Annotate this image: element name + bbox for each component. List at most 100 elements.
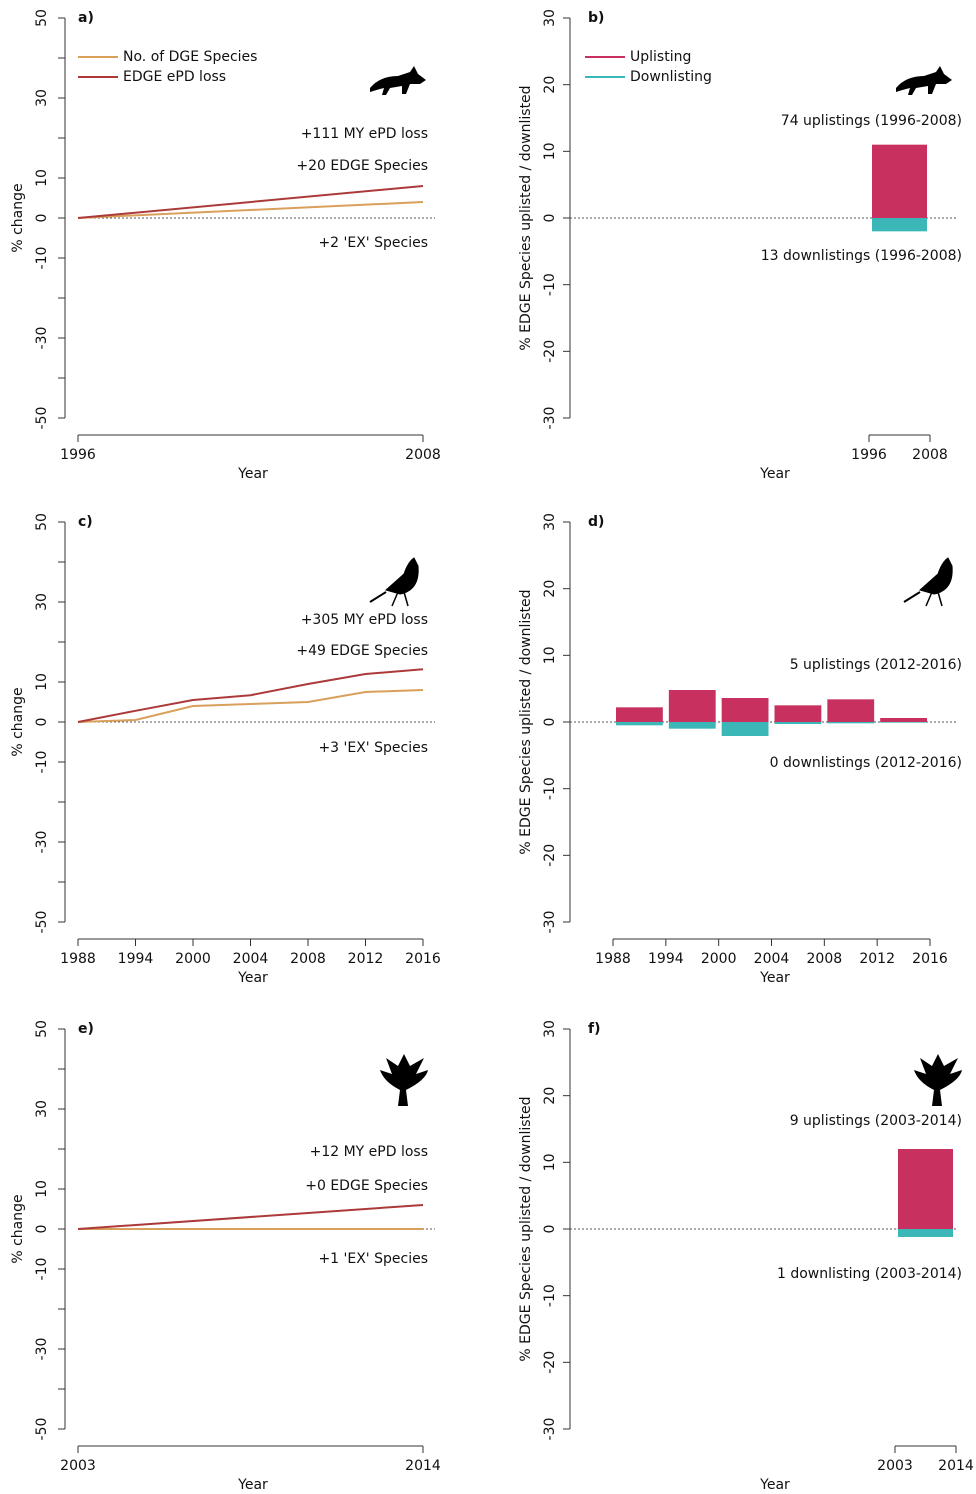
y-tick-label: 10 bbox=[542, 1153, 558, 1171]
annotation: +2 'EX' Species bbox=[318, 235, 428, 251]
y-tick-label: 0 bbox=[542, 1225, 558, 1234]
panel-label: c) bbox=[78, 514, 93, 530]
bar bbox=[721, 722, 769, 736]
annotation: +12 MY ePD loss bbox=[310, 1144, 428, 1160]
y-tick-label: 50 bbox=[34, 9, 50, 27]
y-tick-label: 10 bbox=[542, 142, 558, 160]
y-tick-label: 30 bbox=[34, 1100, 50, 1118]
x-tick-label: 2014 bbox=[405, 1458, 441, 1474]
y-tick-label: 30 bbox=[34, 89, 50, 107]
y-tick-label: 30 bbox=[542, 513, 558, 531]
legend-label: Uplisting bbox=[630, 49, 691, 65]
y-tick-label: -30 bbox=[34, 1338, 50, 1361]
y-tick-label: 30 bbox=[542, 1020, 558, 1038]
legend-label: EDGE ePD loss bbox=[123, 69, 226, 85]
y-axis-label: % EDGE Species uplisted / downlisted bbox=[518, 85, 534, 350]
y-tick-label: 50 bbox=[34, 1020, 50, 1038]
y-tick-label: -20 bbox=[542, 340, 558, 363]
annotation: +3 'EX' Species bbox=[318, 740, 428, 756]
y-tick-label: -50 bbox=[34, 911, 50, 934]
panel-label: d) bbox=[588, 514, 604, 530]
annotation: +305 MY ePD loss bbox=[301, 612, 428, 628]
y-tick-label: -10 bbox=[34, 247, 50, 270]
x-axis-label: Year bbox=[237, 466, 268, 482]
x-tick-label: 2000 bbox=[175, 951, 211, 967]
annotation: 1 downlisting (2003-2014) bbox=[777, 1266, 962, 1282]
y-tick-label: -50 bbox=[34, 407, 50, 430]
series-line bbox=[77, 201, 424, 219]
y-tick-label: 10 bbox=[542, 646, 558, 664]
annotation: 5 uplistings (2012-2016) bbox=[790, 657, 962, 673]
y-axis-label: % EDGE Species uplisted / downlisted bbox=[518, 589, 534, 854]
bar bbox=[616, 722, 663, 726]
series-line bbox=[77, 1204, 424, 1230]
y-tick-label: -20 bbox=[542, 844, 558, 867]
y-tick-label: 0 bbox=[34, 1225, 50, 1234]
y-tick-label: 10 bbox=[34, 1180, 50, 1198]
fox-icon bbox=[370, 66, 952, 95]
palm-icon bbox=[380, 1054, 962, 1106]
x-axis-label: Year bbox=[759, 466, 790, 482]
bar bbox=[898, 1229, 953, 1237]
y-tick-label: -10 bbox=[542, 1284, 558, 1307]
y-tick-label: -50 bbox=[34, 1418, 50, 1441]
x-axis-label: Year bbox=[237, 970, 268, 986]
y-tick-label: -10 bbox=[34, 751, 50, 774]
y-axis-label: % change bbox=[10, 183, 26, 252]
bird-icon bbox=[369, 557, 953, 607]
x-tick-label: 1988 bbox=[60, 951, 96, 967]
annotation: +20 EDGE Species bbox=[296, 158, 428, 174]
bar bbox=[880, 722, 927, 723]
y-tick-label: 20 bbox=[542, 580, 558, 598]
bar bbox=[872, 144, 927, 218]
x-tick-label: 2008 bbox=[290, 951, 326, 967]
x-axis-label: Year bbox=[237, 1477, 268, 1493]
x-tick-label: 2016 bbox=[912, 951, 948, 967]
x-tick-label: 1996 bbox=[851, 447, 887, 463]
legend-label: No. of DGE Species bbox=[123, 49, 257, 65]
bar bbox=[774, 722, 822, 724]
x-tick-label: 2003 bbox=[60, 1458, 96, 1474]
annotation: +0 EDGE Species bbox=[305, 1178, 428, 1194]
x-axis-label: Year bbox=[759, 970, 790, 986]
y-axis-label: % change bbox=[10, 687, 26, 756]
x-tick-label: 2008 bbox=[405, 447, 441, 463]
y-tick-label: -30 bbox=[542, 407, 558, 430]
bar bbox=[668, 722, 716, 729]
y-tick-label: -30 bbox=[34, 831, 50, 854]
y-tick-label: 10 bbox=[34, 169, 50, 187]
y-tick-label: 20 bbox=[542, 1087, 558, 1105]
series-line bbox=[77, 668, 424, 723]
annotation: 74 uplistings (1996-2008) bbox=[781, 113, 962, 129]
panel-label: f) bbox=[588, 1021, 601, 1037]
y-tick-label: -30 bbox=[542, 911, 558, 934]
y-tick-label: 10 bbox=[34, 673, 50, 691]
y-tick-label: 0 bbox=[542, 214, 558, 223]
x-tick-label: 2008 bbox=[807, 951, 843, 967]
y-tick-label: -20 bbox=[542, 1351, 558, 1374]
x-tick-label: 2000 bbox=[701, 951, 737, 967]
y-axis-label: % change bbox=[10, 1194, 26, 1263]
panel-label: e) bbox=[78, 1021, 94, 1037]
y-tick-label: -10 bbox=[34, 1258, 50, 1281]
x-tick-label: 2014 bbox=[938, 1458, 974, 1474]
y-tick-label: 30 bbox=[542, 9, 558, 27]
annotation: +49 EDGE Species bbox=[296, 643, 428, 659]
series-line bbox=[77, 185, 424, 219]
x-tick-label: 2008 bbox=[912, 447, 948, 463]
y-tick-label: -10 bbox=[542, 273, 558, 296]
x-tick-label: 1996 bbox=[60, 447, 96, 463]
y-tick-label: 0 bbox=[542, 718, 558, 727]
bar bbox=[668, 690, 716, 722]
annotation: +1 'EX' Species bbox=[318, 1251, 428, 1267]
x-tick-label: 1994 bbox=[118, 951, 154, 967]
bar bbox=[616, 707, 663, 722]
x-tick-label: 2004 bbox=[754, 951, 790, 967]
y-tick-label: -30 bbox=[34, 327, 50, 350]
x-tick-label: 2004 bbox=[233, 951, 269, 967]
y-tick-label: 0 bbox=[34, 214, 50, 223]
x-tick-label: 2003 bbox=[877, 1458, 913, 1474]
annotation: +111 MY ePD loss bbox=[301, 126, 428, 142]
x-tick-label: 1988 bbox=[595, 951, 631, 967]
